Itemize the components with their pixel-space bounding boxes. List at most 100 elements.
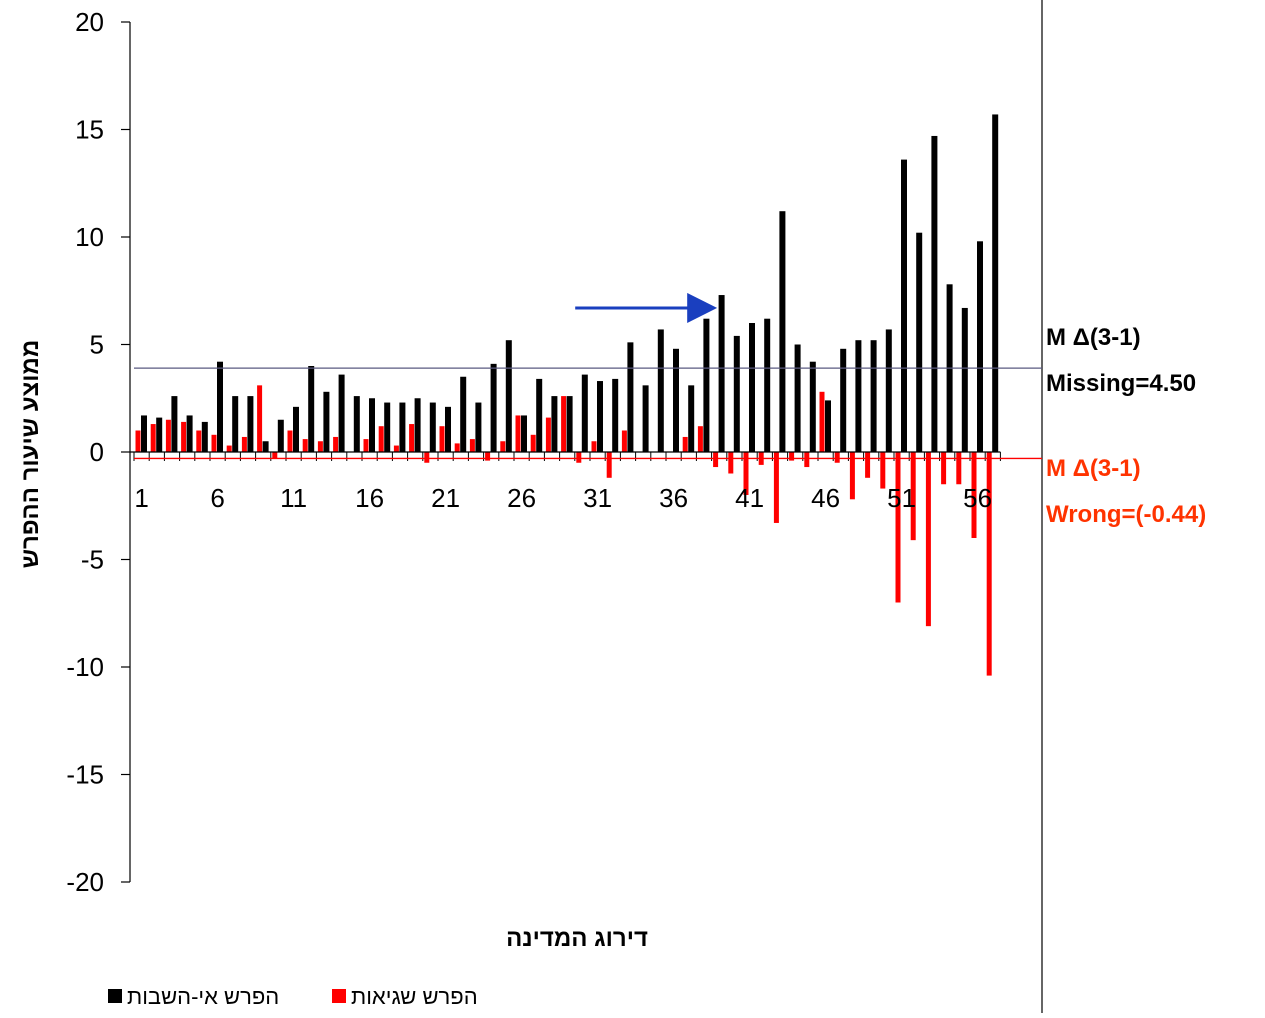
bar-missing-26 bbox=[521, 415, 527, 452]
bar-errors-46 bbox=[819, 391, 825, 452]
bar-missing-27 bbox=[536, 378, 543, 452]
bar-missing-38 bbox=[703, 318, 710, 452]
x-tick-label: 26 bbox=[507, 483, 536, 513]
y-tick-label: 15 bbox=[75, 115, 104, 145]
x-tick-label: 1 bbox=[134, 483, 148, 513]
x-tick-label: 21 bbox=[431, 483, 460, 513]
bar-missing-32 bbox=[612, 378, 619, 452]
x-tick-label: 11 bbox=[280, 483, 307, 513]
bar-errors-43 bbox=[773, 452, 779, 523]
bar-errors-33 bbox=[621, 430, 627, 452]
bar-missing-28 bbox=[551, 396, 558, 452]
bar-errors-44 bbox=[789, 452, 795, 461]
bar-errors-27 bbox=[530, 434, 536, 452]
bar-missing-55 bbox=[961, 307, 968, 452]
bar-missing-52 bbox=[916, 232, 923, 452]
bar-errors-30 bbox=[576, 452, 582, 463]
bar-missing-15 bbox=[353, 396, 360, 452]
bar-errors-16 bbox=[363, 439, 369, 452]
legend-label-errors: הפרש שגיאות bbox=[351, 984, 478, 1009]
reference-label-line2: Wrong=(-0.44) bbox=[1046, 501, 1206, 528]
bar-errors-49 bbox=[865, 452, 871, 478]
bar-errors-25 bbox=[500, 441, 506, 452]
bar-errors-40 bbox=[728, 452, 734, 474]
bar-missing-37 bbox=[688, 385, 695, 452]
bar-errors-2 bbox=[150, 424, 156, 452]
bar-errors-23 bbox=[469, 439, 475, 452]
bar-missing-12 bbox=[308, 366, 315, 452]
bar-missing-25 bbox=[505, 340, 512, 452]
bar-errors-56 bbox=[971, 452, 977, 538]
bar-missing-1 bbox=[141, 415, 147, 452]
bar-errors-6 bbox=[211, 434, 217, 452]
bar-errors-37 bbox=[682, 436, 688, 452]
bar-missing-42 bbox=[764, 318, 771, 452]
bar-missing-22 bbox=[460, 376, 467, 452]
bar-errors-39 bbox=[713, 452, 719, 468]
y-axis-title: ממוצע שיעור ההפרש bbox=[17, 340, 44, 569]
bar-missing-10 bbox=[277, 419, 284, 452]
bar-errors-29 bbox=[561, 396, 567, 452]
bar-errors-11 bbox=[287, 430, 293, 452]
bar-missing-18 bbox=[399, 402, 406, 452]
legend-swatch-errors bbox=[332, 989, 346, 1003]
bar-errors-3 bbox=[165, 419, 171, 452]
bar-missing-45 bbox=[809, 361, 816, 452]
y-tick-label: -20 bbox=[66, 867, 104, 897]
bar-missing-48 bbox=[855, 340, 862, 452]
bar-missing-41 bbox=[749, 323, 755, 452]
bar-missing-29 bbox=[566, 396, 573, 452]
bar-missing-57 bbox=[992, 114, 999, 452]
bar-errors-13 bbox=[317, 441, 323, 452]
bar-missing-30 bbox=[581, 374, 588, 452]
bar-errors-47 bbox=[834, 452, 840, 463]
bar-errors-7 bbox=[226, 445, 232, 452]
bar-missing-51 bbox=[901, 159, 907, 452]
bar-missing-53 bbox=[931, 135, 938, 452]
bar-missing-16 bbox=[369, 398, 375, 452]
x-tick-label: 31 bbox=[583, 483, 612, 513]
bar-errors-4 bbox=[181, 421, 187, 452]
bar-errors-32 bbox=[606, 452, 612, 478]
bar-missing-43 bbox=[779, 211, 786, 452]
bar-errors-18 bbox=[393, 445, 399, 452]
reference-label-line1: M Δ(3-1) bbox=[1046, 324, 1141, 351]
bar-missing-39 bbox=[718, 295, 725, 452]
bar-errors-53 bbox=[925, 452, 931, 627]
bar-missing-8 bbox=[247, 396, 254, 452]
x-tick-label: 16 bbox=[355, 483, 384, 513]
y-tick-label: -10 bbox=[66, 652, 104, 682]
y-tick-label: 20 bbox=[75, 7, 104, 37]
bar-errors-17 bbox=[378, 426, 384, 452]
bar-errors-19 bbox=[409, 424, 415, 452]
bar-missing-14 bbox=[338, 374, 345, 452]
bar-errors-14 bbox=[333, 436, 339, 452]
bar-errors-21 bbox=[439, 426, 445, 452]
bar-missing-21 bbox=[445, 406, 451, 452]
bar-missing-5 bbox=[201, 421, 208, 452]
bar-errors-9 bbox=[257, 385, 263, 452]
bar-missing-7 bbox=[232, 396, 239, 452]
bar-missing-50 bbox=[885, 329, 892, 452]
bar-errors-20 bbox=[424, 452, 430, 463]
bar-errors-5 bbox=[196, 430, 202, 452]
reference-label-line1: M Δ(3-1) bbox=[1046, 455, 1141, 482]
bar-missing-3 bbox=[171, 396, 178, 452]
bar-missing-35 bbox=[657, 329, 664, 452]
y-tick-label: 0 bbox=[90, 437, 104, 467]
bar-missing-13 bbox=[323, 391, 330, 452]
bar-errors-10 bbox=[272, 452, 278, 459]
bar-errors-1 bbox=[135, 430, 141, 452]
bar-missing-33 bbox=[627, 342, 634, 452]
bar-missing-44 bbox=[794, 344, 801, 452]
y-tick-label: 5 bbox=[90, 330, 104, 360]
bar-errors-31 bbox=[591, 441, 597, 452]
bar-errors-50 bbox=[880, 452, 886, 489]
bar-missing-24 bbox=[490, 363, 497, 452]
bar-missing-46 bbox=[825, 400, 831, 452]
bar-errors-57 bbox=[986, 452, 992, 676]
x-tick-label: 46 bbox=[811, 483, 840, 513]
bar-errors-51 bbox=[895, 452, 901, 603]
bar-errors-26 bbox=[515, 415, 521, 452]
